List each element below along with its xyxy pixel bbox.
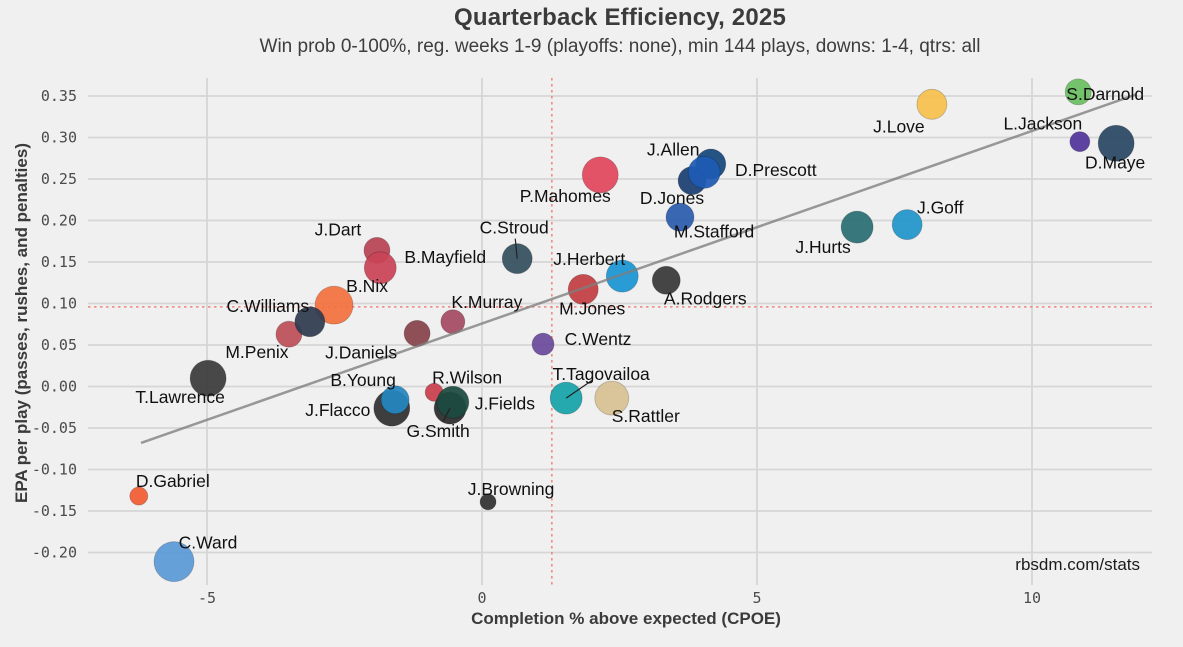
dot-s-darnold — [1064, 78, 1092, 106]
label-j-love: J.Love — [873, 116, 925, 136]
leader-c-stroud — [514, 238, 518, 259]
label-j-flacco: J.Flacco — [305, 400, 370, 420]
watermark-text: rbsdm.com/stats — [1015, 555, 1140, 574]
y-tick-0.10: 0.10 — [41, 295, 77, 313]
chart-subtitle: Win prob 0-100%, reg. weeks 1-9 (playoff… — [259, 36, 981, 57]
y-tick--0.05: -0.05 — [32, 419, 77, 437]
leader-t-tagovailoa — [565, 379, 593, 399]
label-d-prescott: D.Prescott — [735, 160, 817, 180]
dot-p-mahomes — [581, 156, 619, 194]
dot-l-jackson — [1069, 131, 1091, 153]
dot-s-rattler — [594, 380, 630, 416]
label-m-penix: M.Penix — [225, 342, 288, 362]
y-tick--0.10: -0.10 — [32, 461, 77, 479]
label-j-hurts: J.Hurts — [795, 237, 851, 257]
label-m-stafford: M.Stafford — [674, 222, 754, 242]
label-a-rodgers: A.Rodgers — [664, 288, 747, 308]
label-b-nix: B.Nix — [346, 276, 388, 296]
x-tick-0: 0 — [477, 589, 486, 607]
label-c-wentz: C.Wentz — [565, 329, 632, 349]
y-tick-0.20: 0.20 — [41, 212, 77, 230]
dot-j-allen — [687, 155, 721, 189]
label-b-mayfield: B.Mayfield — [404, 247, 486, 267]
label-s-darnold: S.Darnold — [1066, 84, 1144, 104]
dot-a-rodgers — [651, 265, 681, 295]
x-tick--5: -5 — [198, 589, 216, 607]
x-axis-title: Completion % above expected (CPOE) — [471, 609, 781, 628]
dot-b-young — [380, 385, 410, 415]
dot-d-gabriel — [129, 486, 149, 506]
label-g-smith: G.Smith — [406, 421, 469, 441]
label-s-rattler: S.Rattler — [612, 406, 680, 426]
y-axis-title: EPA per play (passes, rushes, and penalt… — [12, 143, 31, 503]
dot-c-williams — [294, 306, 326, 338]
label-c-ward: C.Ward — [179, 533, 238, 553]
label-j-dart: J.Dart — [315, 219, 362, 239]
dot-j-goff — [891, 209, 923, 241]
dot-b-nix — [314, 285, 354, 325]
trend-line — [140, 93, 1137, 445]
y-tick-0.05: 0.05 — [41, 336, 77, 354]
y-tick-0.00: 0.00 — [41, 378, 77, 396]
label-j-fields: J.Fields — [475, 393, 536, 413]
dot-j-browning — [479, 493, 497, 511]
label-j-allen: J.Allen — [647, 139, 700, 159]
dot-c-wentz — [531, 332, 555, 356]
y-tick--0.15: -0.15 — [32, 502, 77, 520]
label-d-maye: D.Maye — [1085, 152, 1145, 172]
dot-j-herbert — [605, 259, 639, 293]
y-tick-0.30: 0.30 — [41, 129, 77, 147]
y-tick-0.25: 0.25 — [41, 170, 77, 188]
label-j-daniels: J.Daniels — [325, 342, 397, 362]
y-tick-0.15: 0.15 — [41, 253, 77, 271]
label-c-williams: C.Williams — [227, 296, 310, 316]
leader-g-smith — [442, 407, 451, 422]
dot-b-mayfield — [363, 251, 397, 285]
label-t-tagovailoa: T.Tagovailoa — [553, 364, 651, 384]
dot-d-jones — [665, 202, 695, 232]
label-r-wilson: R.Wilson — [432, 367, 502, 387]
label-p-mahomes: P.Mahomes — [520, 186, 611, 206]
label-c-stroud: C.Stroud — [480, 218, 549, 238]
dot-j-hurts — [840, 210, 874, 244]
label-j-goff: J.Goff — [917, 198, 964, 218]
dot-j-fields — [436, 385, 470, 419]
x-tick-5: 5 — [752, 589, 761, 607]
label-j-browning: J.Browning — [468, 479, 555, 499]
dot-t-lawrence — [189, 359, 227, 397]
y-tick-0.35: 0.35 — [41, 87, 77, 105]
label-b-young: B.Young — [330, 370, 396, 390]
dot-c-ward — [153, 541, 195, 583]
label-t-lawrence: T.Lawrence — [135, 387, 225, 407]
label-j-herbert: J.Herbert — [553, 249, 625, 269]
label-l-jackson: L.Jackson — [1003, 114, 1082, 134]
label-d-gabriel: D.Gabriel — [136, 471, 210, 491]
label-k-murray: K.Murray — [451, 292, 522, 312]
label-m-jones: M.Jones — [559, 298, 625, 318]
dot-d-maye — [1097, 124, 1135, 162]
chart-title: Quarterback Efficiency, 2025 — [454, 4, 786, 31]
label-d-jones: D.Jones — [640, 188, 704, 208]
x-tick-10: 10 — [1023, 589, 1041, 607]
dot-j-love — [916, 88, 948, 120]
y-tick--0.20: -0.20 — [32, 544, 77, 562]
